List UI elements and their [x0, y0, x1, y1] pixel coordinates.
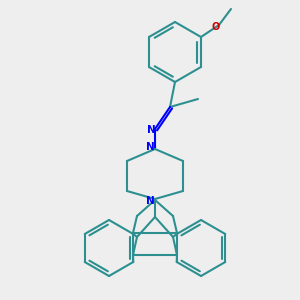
Text: O: O — [212, 22, 220, 32]
Text: N: N — [146, 196, 154, 206]
Text: N: N — [147, 125, 155, 135]
Text: N: N — [146, 142, 154, 152]
